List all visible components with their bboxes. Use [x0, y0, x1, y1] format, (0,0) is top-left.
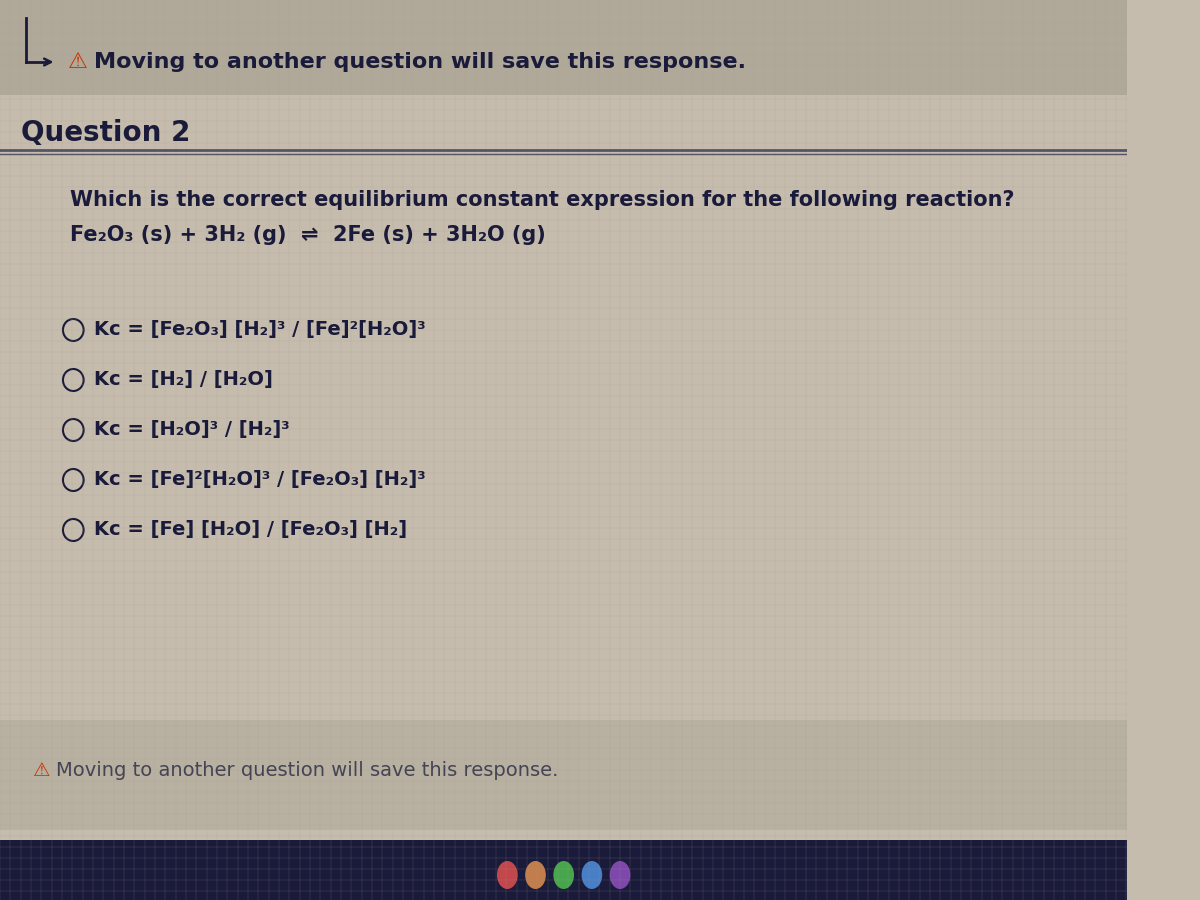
- Ellipse shape: [582, 861, 602, 889]
- Bar: [0, 720, 1127, 830]
- Text: Fe₂O₃ (s) + 3H₂ (g)  ⇌  2Fe (s) + 3H₂O (g): Fe₂O₃ (s) + 3H₂ (g) ⇌ 2Fe (s) + 3H₂O (g): [71, 225, 546, 245]
- Text: Question 2: Question 2: [20, 119, 190, 147]
- Text: Kᴄ = [H₂] / [H₂O]: Kᴄ = [H₂] / [H₂O]: [94, 371, 272, 390]
- Text: Kᴄ = [Fe] [H₂O] / [Fe₂O₃] [H₂]: Kᴄ = [Fe] [H₂O] / [Fe₂O₃] [H₂]: [94, 520, 407, 539]
- Text: Kᴄ = [H₂O]³ / [H₂]³: Kᴄ = [H₂O]³ / [H₂]³: [94, 420, 289, 439]
- Text: Moving to another question will save this response.: Moving to another question will save thi…: [56, 760, 559, 779]
- Text: Which is the correct equilibrium constant expression for the following reaction?: Which is the correct equilibrium constan…: [71, 190, 1015, 210]
- Text: Kᴄ = [Fe₂O₃] [H₂]³ / [Fe]²[H₂O]³: Kᴄ = [Fe₂O₃] [H₂]³ / [Fe]²[H₂O]³: [94, 320, 426, 339]
- Text: Moving to another question will save this response.: Moving to another question will save thi…: [94, 52, 746, 72]
- Ellipse shape: [553, 861, 574, 889]
- Bar: [0, 840, 1127, 900]
- Ellipse shape: [610, 861, 630, 889]
- Text: Kᴄ = [Fe]²[H₂O]³ / [Fe₂O₃] [H₂]³: Kᴄ = [Fe]²[H₂O]³ / [Fe₂O₃] [H₂]³: [94, 471, 426, 490]
- Bar: [0, 0, 1127, 95]
- Text: ⚠: ⚠: [67, 52, 88, 72]
- Ellipse shape: [497, 861, 517, 889]
- Ellipse shape: [526, 861, 546, 889]
- Text: ⚠: ⚠: [32, 760, 50, 779]
